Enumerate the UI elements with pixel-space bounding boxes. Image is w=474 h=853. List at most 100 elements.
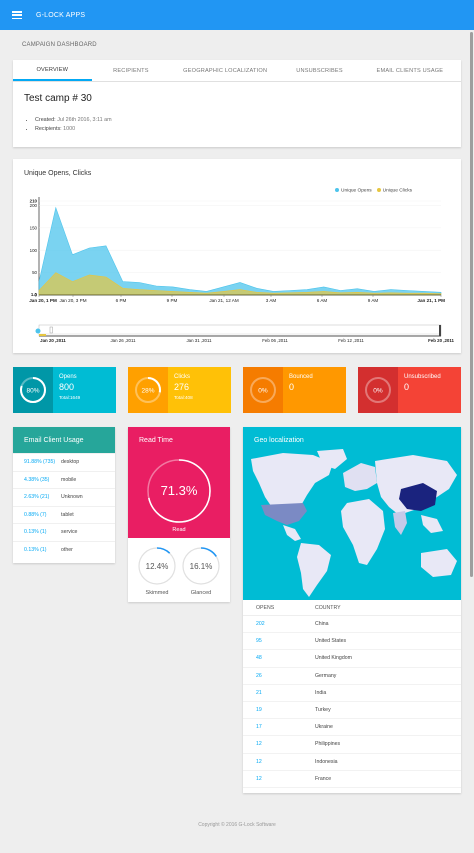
- geo-opens[interactable]: 12: [256, 758, 262, 765]
- stat-ring-box: 0%: [358, 367, 398, 413]
- geo-opens[interactable]: 48: [256, 655, 262, 662]
- created-value: Jul 26th 2016, 3:11 am: [57, 117, 112, 123]
- recipients-label: Recipients:: [35, 126, 62, 132]
- y-tick-label: 200: [30, 203, 38, 208]
- tab-email-clients-usage[interactable]: EMAIL CLIENTS USAGE: [376, 67, 444, 74]
- hamburger-menu-icon[interactable]: [12, 11, 22, 19]
- stat-info: Clicks 276 Total:408: [168, 367, 231, 413]
- navigator-handle-left[interactable]: [35, 328, 41, 334]
- stat-info: Opens 800 Total:1649: [53, 367, 116, 413]
- map-central-america: [283, 525, 301, 541]
- recipients-value: 1000: [63, 126, 76, 132]
- navigator-range: [39, 334, 46, 336]
- email-client-pct[interactable]: 0.13% (1): [24, 529, 47, 536]
- geo-table-row: 21 India: [243, 685, 461, 702]
- geo-table-header: OPENS COUNTRY: [243, 600, 461, 616]
- navigator-handle-right[interactable]: [49, 326, 53, 334]
- read-label: Read: [172, 527, 185, 533]
- email-client-row: 91.88% (735) desktop: [13, 453, 115, 471]
- stat-total: Total:408: [174, 395, 193, 400]
- navigator-label: Feb 06 ,2011: [262, 338, 288, 343]
- stat-info: Bounced 0: [283, 367, 346, 413]
- col-country[interactable]: COUNTRY: [315, 604, 341, 611]
- geo-table-row: 17 Ukraine: [243, 719, 461, 737]
- email-client-name: service: [61, 529, 78, 536]
- world-map[interactable]: [243, 449, 461, 599]
- email-client-list: 91.88% (735) desktop 4.38% (35) mobile 2.63%…: [13, 453, 115, 558]
- geo-localization-card: Geo localization OPENS COUNTRY 202 China 9…: [243, 427, 461, 793]
- tab-unsubscribes[interactable]: UNSUBSCRIBES: [296, 67, 343, 74]
- chart-title: Unique Opens, Clicks: [24, 170, 92, 177]
- stat-ring: 80%: [20, 377, 46, 403]
- breadcrumb: CAMPAIGN DASHBOARD: [22, 42, 97, 48]
- stat-tile-clicks[interactable]: 28% Clicks 276 Total:408: [128, 367, 231, 413]
- y-tick-label: 210: [30, 199, 38, 204]
- legend-clicks-label: Unique Clicks: [382, 188, 412, 194]
- col-opens[interactable]: OPENS: [256, 604, 275, 611]
- geo-opens[interactable]: 202: [256, 621, 265, 628]
- navigator-label: Feb 12 ,2011: [338, 338, 364, 343]
- tab-bar: OVERVIEW RECIPIENTS GEOGRAPHIC LOCALIZAT…: [13, 60, 461, 82]
- legend-clicks[interactable]: Unique Clicks: [376, 188, 412, 194]
- top-app-bar: G-LOCK APPS: [0, 0, 474, 30]
- legend-opens-swatch: [335, 188, 339, 192]
- x-tick-label: 3 AM: [266, 298, 277, 303]
- email-client-pct[interactable]: 4.38% (35): [24, 476, 50, 483]
- geo-title: Geo localization: [254, 437, 304, 444]
- skimmed-label: Skimmed: [146, 590, 169, 596]
- glanced-value: 16.1%: [190, 562, 213, 571]
- stat-ring-box: 28%: [128, 367, 168, 413]
- geo-opens[interactable]: 26: [256, 672, 262, 679]
- geo-opens[interactable]: 21: [256, 689, 262, 696]
- stat-label: Clicks: [174, 374, 190, 380]
- campaign-title: Test camp # 30: [24, 93, 92, 104]
- campaign-info: Created: Jul 26th 2016, 3:11 am Recipien…: [35, 116, 112, 134]
- geo-opens[interactable]: 12: [256, 775, 262, 782]
- stat-tile-unsubscribed[interactable]: 0% Unsubscribed 0: [358, 367, 461, 413]
- y-tick-label: 100: [30, 248, 38, 253]
- map-china: [399, 483, 437, 511]
- tab-overview[interactable]: OVERVIEW: [13, 60, 92, 81]
- email-client-pct[interactable]: 91.88% (735): [24, 459, 56, 466]
- read-value: 71.3%: [161, 483, 198, 498]
- map-india: [393, 511, 407, 535]
- read-time-header: Read Time 71.3% Read: [128, 427, 230, 538]
- stat-ring-track: [250, 377, 276, 403]
- geo-country: Turkey: [315, 707, 331, 714]
- geo-opens[interactable]: 12: [256, 741, 262, 748]
- navigator-label: Jan 20 ,2011: [40, 338, 66, 343]
- stat-tile-bounced[interactable]: 0% Bounced 0: [243, 367, 346, 413]
- navigator-mini-series: [39, 333, 441, 336]
- legend-opens[interactable]: Unique Opens: [335, 188, 372, 193]
- app-title: G-LOCK APPS: [36, 11, 86, 19]
- email-client-name: mobile: [61, 476, 77, 483]
- geo-opens[interactable]: 17: [256, 724, 262, 731]
- geo-opens[interactable]: 19: [256, 707, 262, 714]
- stat-ring-box: 80%: [13, 367, 53, 413]
- map-southeast-asia: [421, 515, 443, 533]
- geo-country: India: [315, 689, 327, 696]
- email-client-pct[interactable]: 0.88% (7): [24, 511, 47, 518]
- email-client-pct[interactable]: 2.63% (21): [24, 494, 50, 501]
- footer: Copyright © 2016 G-Lock Software: [198, 822, 276, 828]
- geo-opens[interactable]: 95: [256, 638, 262, 645]
- email-client-pct[interactable]: 0.13% (1): [24, 546, 47, 553]
- stat-ring-box: 0%: [243, 367, 283, 413]
- stat-tile-opens[interactable]: 80% Opens 800 Total:1649: [13, 367, 116, 413]
- geo-country: Ukraine: [315, 724, 333, 731]
- geo-country: China: [315, 621, 329, 628]
- navigator-end-marker: [439, 325, 441, 336]
- read-ring-progress: [147, 459, 211, 523]
- campaign-card: OVERVIEW RECIPIENTS GEOGRAPHIC LOCALIZAT…: [13, 60, 461, 147]
- read-time-card: Read Time 71.3% Read 12.4% Skimmed 16.1% Gla…: [128, 427, 230, 602]
- tab-recipients[interactable]: RECIPIENTS: [113, 67, 149, 74]
- email-client-name: tablet: [61, 511, 74, 518]
- skimmed-ring-progress: [138, 547, 176, 585]
- tab-geographic-localization[interactable]: GEOGRAPHIC LOCALIZATION: [183, 67, 268, 74]
- created-label: Created:: [35, 117, 56, 123]
- page-scrollbar[interactable]: [470, 32, 473, 577]
- stat-ring-track: [365, 377, 391, 403]
- map-africa: [341, 499, 385, 565]
- stat-label: Opens: [59, 374, 77, 380]
- email-client-name: other: [61, 546, 73, 553]
